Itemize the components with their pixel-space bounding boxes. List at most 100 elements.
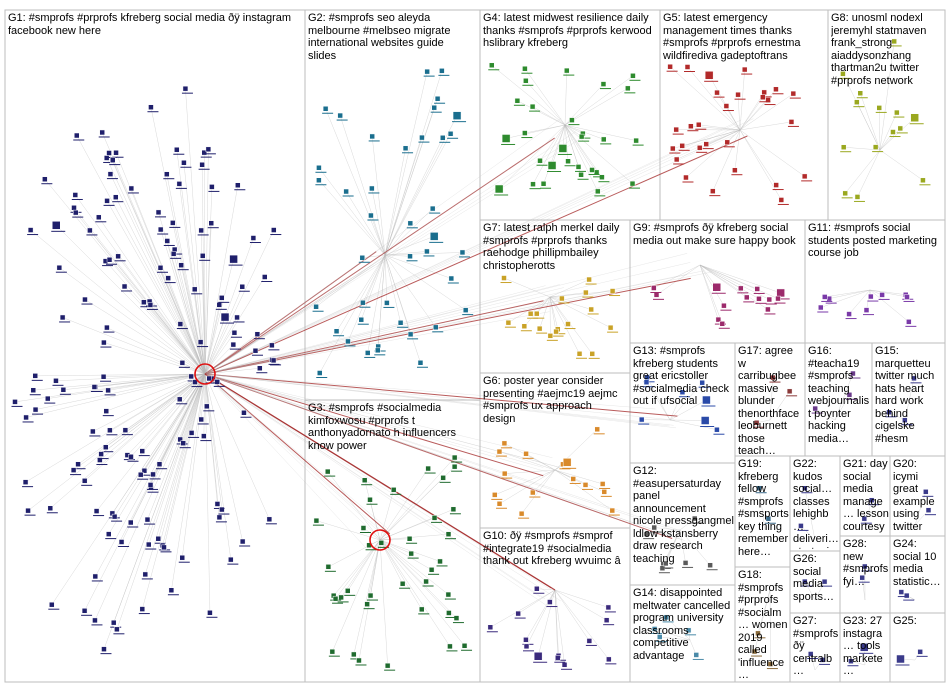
node-g5 — [723, 139, 735, 148]
edge-g7 — [549, 296, 569, 325]
edge-g1 — [160, 229, 206, 375]
node-g3 — [424, 465, 436, 474]
node-g1 — [113, 626, 125, 635]
cross-edge-g1-g7 — [204, 287, 564, 375]
node-g4 — [629, 180, 641, 189]
node-g11 — [905, 319, 917, 327]
node-g2 — [342, 188, 354, 197]
node-g1 — [176, 396, 188, 405]
edge-g13 — [669, 419, 717, 430]
node-g3 — [431, 515, 443, 523]
node-g1 — [138, 448, 150, 457]
edge-g9 — [699, 264, 725, 306]
edge-g13 — [669, 399, 707, 421]
node-g1 — [160, 544, 172, 553]
node-g1 — [41, 176, 53, 185]
edge-g6 — [532, 469, 556, 493]
node-g2 — [429, 205, 441, 214]
node-g1 — [91, 617, 103, 626]
edge-g7 — [549, 296, 592, 310]
node-g9 — [764, 306, 776, 315]
edge-g1 — [204, 276, 265, 375]
node-g5 — [695, 121, 707, 130]
edge-g1 — [110, 173, 206, 375]
edge-g7 — [530, 296, 551, 314]
node-g6 — [518, 510, 530, 519]
cross-edge-g1-g10 — [204, 373, 546, 600]
cross-edge-g1-g13 — [204, 373, 676, 421]
edge-g10 — [490, 589, 556, 628]
node-g21 — [868, 497, 880, 506]
edge-g4 — [564, 124, 582, 137]
edge-g9 — [699, 264, 781, 294]
node-g2 — [458, 249, 470, 258]
edge-g4 — [524, 68, 566, 126]
edge-g7 — [536, 296, 551, 314]
node-g1 — [46, 505, 58, 514]
edge-g3 — [328, 539, 381, 568]
node-g10 — [561, 662, 573, 670]
node-g4 — [600, 136, 612, 145]
node-g1 — [200, 433, 212, 442]
node-g1 — [127, 519, 139, 528]
node-g8 — [875, 105, 887, 113]
node-g1 — [44, 395, 56, 404]
node-g1 — [170, 251, 182, 259]
edge-g1 — [143, 302, 206, 375]
node-g6 — [529, 489, 541, 498]
edge-g1 — [106, 373, 206, 412]
node-g1 — [22, 414, 34, 423]
node-g9 — [650, 285, 662, 293]
node-g3 — [359, 525, 371, 534]
edge-g3 — [379, 539, 451, 647]
node-g1 — [114, 253, 126, 262]
edge-g8 — [857, 149, 881, 198]
edge-g3 — [379, 539, 422, 610]
edge-g1 — [183, 162, 206, 375]
edge-g20 — [914, 491, 927, 526]
node-g1 — [52, 378, 64, 386]
node-g13 — [678, 389, 690, 398]
edge-g4 — [532, 106, 566, 126]
edge-g19 — [758, 488, 766, 531]
node-g1 — [270, 227, 282, 236]
edge-g12 — [665, 529, 681, 564]
edge-g2 — [384, 254, 401, 323]
node-g1 — [138, 606, 150, 615]
node-g1 — [97, 451, 109, 460]
node-g4 — [494, 184, 509, 196]
edge-g1 — [163, 373, 206, 548]
node-g8 — [841, 190, 853, 199]
node-g1 — [207, 220, 219, 229]
node-g1 — [208, 184, 220, 192]
node-g5 — [682, 174, 694, 183]
node-g7 — [533, 310, 545, 319]
edge-g14 — [654, 628, 691, 641]
node-g1 — [227, 556, 239, 565]
node-g1 — [203, 403, 215, 412]
node-g3 — [399, 580, 411, 589]
node-g12 — [643, 531, 655, 540]
group-label-g24: G24: social 10 media statistic… — [893, 538, 941, 588]
edge-g1 — [204, 373, 220, 518]
edge-g1 — [182, 373, 206, 558]
node-g9 — [765, 296, 777, 305]
edge-g1 — [204, 367, 260, 375]
node-g5 — [764, 97, 776, 106]
cross-edge-g1-g4 — [204, 117, 562, 375]
node-g7 — [609, 288, 621, 297]
edge-g1 — [84, 373, 206, 611]
edge-g14 — [665, 617, 691, 641]
node-g12 — [662, 560, 674, 569]
edge-g1 — [106, 200, 206, 375]
node-g4 — [598, 174, 610, 183]
node-g9 — [653, 292, 665, 300]
cross-edge-g1-g12 — [204, 373, 685, 541]
edge-g5 — [737, 94, 741, 131]
edge-g1 — [171, 373, 206, 591]
node-g7 — [588, 351, 600, 359]
node-g20 — [922, 489, 934, 497]
node-g1 — [240, 409, 252, 418]
node-g1 — [147, 482, 159, 490]
